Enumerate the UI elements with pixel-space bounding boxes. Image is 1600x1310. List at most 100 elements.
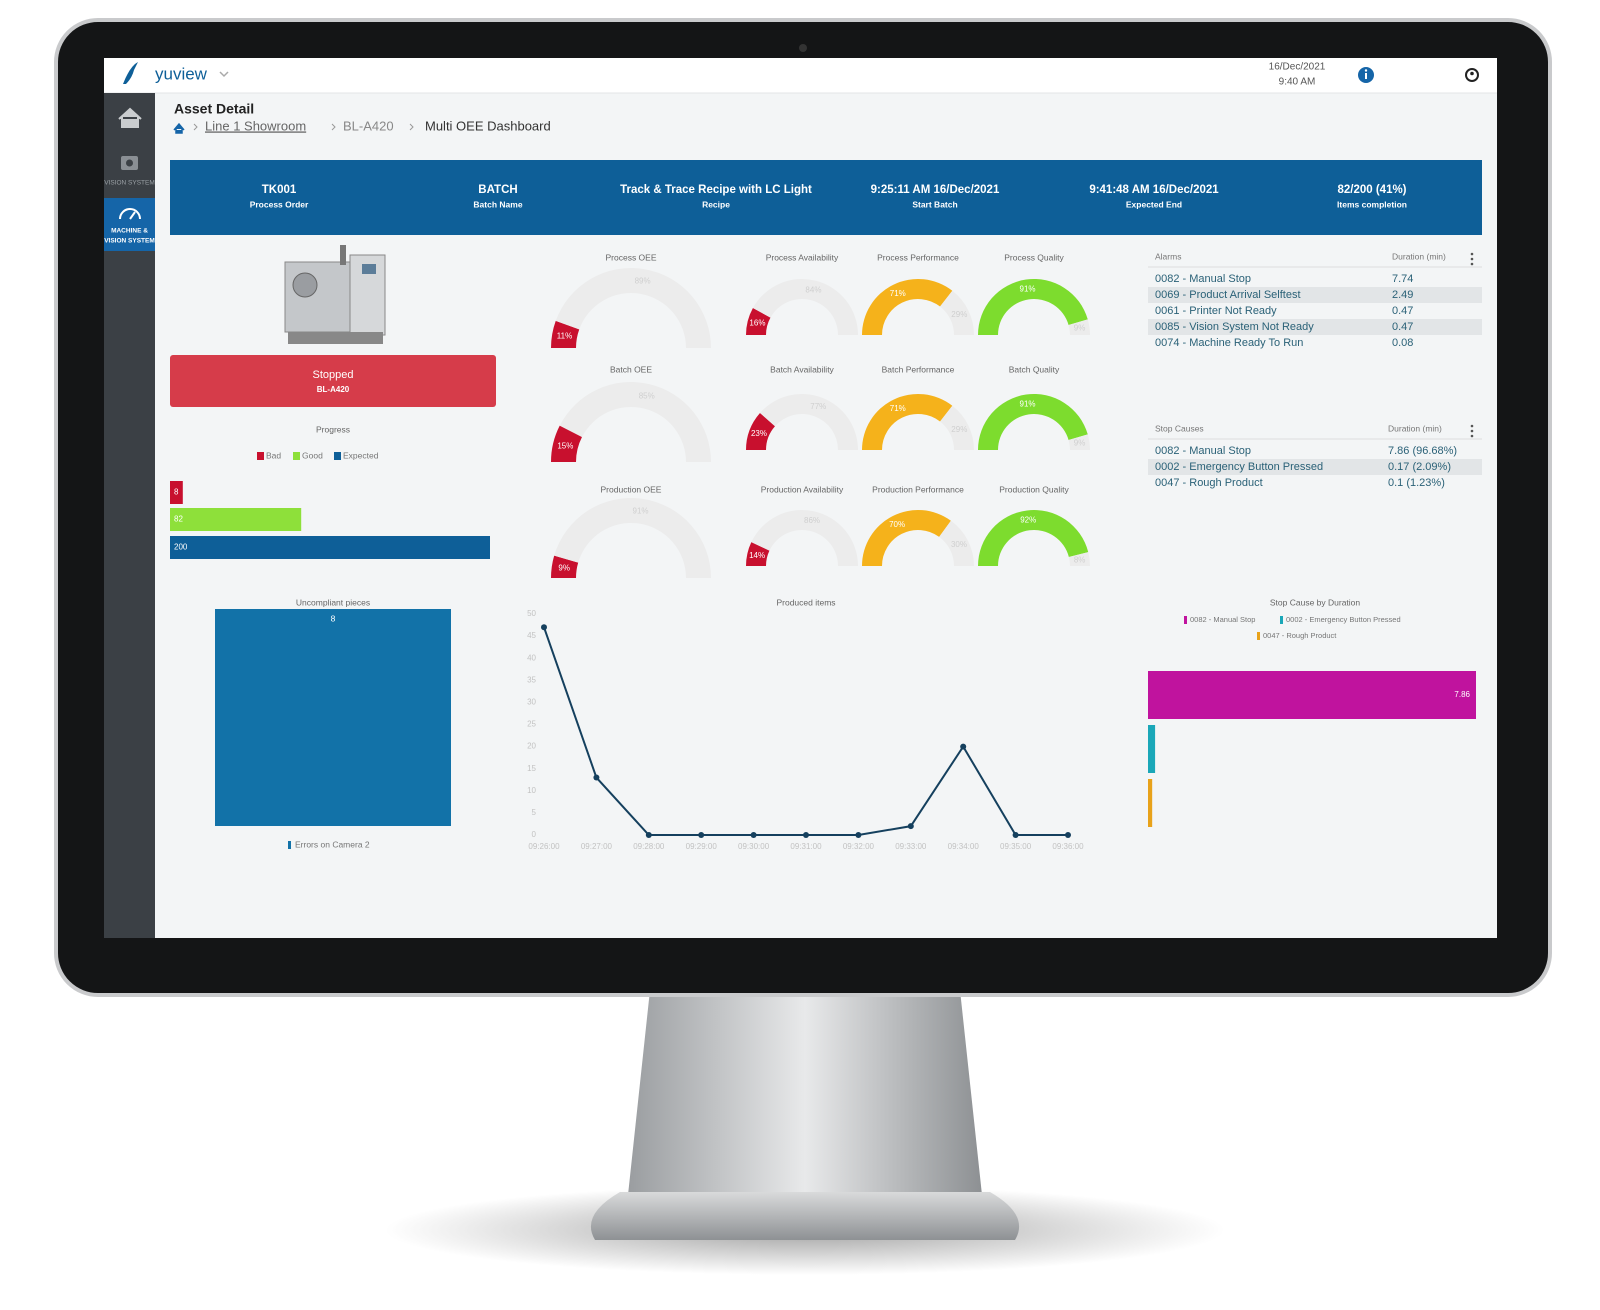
table-header: Duration (min) xyxy=(1392,251,1446,261)
active-nav[interactable] xyxy=(104,198,155,251)
batch-label: Expected End xyxy=(1126,199,1182,209)
gauge-value xyxy=(551,555,579,578)
gauge-label: 86% xyxy=(804,516,820,525)
status-state: Stopped xyxy=(313,369,354,381)
gauge-remainder xyxy=(554,498,711,578)
point xyxy=(1065,832,1071,838)
gauge-remainder xyxy=(1068,434,1090,450)
point xyxy=(698,832,705,838)
bar-label: 7.86 xyxy=(1454,690,1470,699)
batch-label: Recipe xyxy=(702,199,730,209)
gauge-label: 8% xyxy=(1074,555,1086,564)
gauge-label: 11% xyxy=(557,332,572,341)
batch-label: Batch Name xyxy=(473,199,522,209)
gauge-title: Batch OEE xyxy=(610,364,652,374)
nav-label[interactable]: VISION SYSTEM xyxy=(104,180,155,187)
y-tick-label: 35 xyxy=(527,675,536,684)
gauge-title: Process Performance xyxy=(877,252,959,262)
table-header: Stop Causes xyxy=(1155,423,1204,433)
gauge-remainder xyxy=(559,382,711,462)
point xyxy=(750,832,757,838)
gauge-value xyxy=(746,308,771,335)
gauge-remainder xyxy=(940,290,974,335)
legend-label: 0082 - Manual Stop xyxy=(1190,615,1255,624)
gauge-label: 84% xyxy=(805,286,821,295)
alarms-menu[interactable] xyxy=(1470,252,1474,266)
legend-label: Bad xyxy=(266,450,281,460)
batch-value: 82/200 (41%) xyxy=(1337,184,1406,196)
machine-image xyxy=(284,245,386,344)
gauge-label: 91% xyxy=(1020,285,1036,294)
breadcrumb-link[interactable]: BL-A420 xyxy=(343,118,394,133)
gauge-title: Production Quality xyxy=(999,484,1069,494)
batch-band xyxy=(170,160,1482,235)
gauge-value xyxy=(746,412,775,450)
y-tick-label: 10 xyxy=(527,786,536,795)
batch-label: Start Batch xyxy=(912,199,957,209)
x-tick-label: 09:28:00 xyxy=(633,842,665,851)
point xyxy=(907,823,914,830)
bar xyxy=(1148,671,1476,719)
vision-nav-lens xyxy=(126,159,133,167)
bar xyxy=(170,536,490,559)
bar xyxy=(170,508,302,531)
gauge-remainder xyxy=(759,394,858,450)
status-box xyxy=(170,355,496,407)
gauge-label: 16% xyxy=(749,319,765,328)
bar xyxy=(1148,725,1156,773)
batch-value: TK001 xyxy=(262,184,297,196)
breadcrumb-link[interactable]: Line 1 Showroom xyxy=(205,118,306,133)
gauge-label: 92% xyxy=(1020,515,1036,524)
x-tick-label: 09:31:00 xyxy=(790,842,822,851)
top-bar xyxy=(104,58,1497,93)
legend-swatch xyxy=(293,452,300,460)
table-cell: 0074 - Machine Ready To Run xyxy=(1155,337,1303,349)
table-row-band xyxy=(1148,287,1482,303)
table-cell: 0.47 xyxy=(1392,321,1413,333)
breadcrumb-current: Multi OEE Dashboard xyxy=(425,118,551,133)
logo-menu[interactable] xyxy=(219,71,229,78)
table-cell: 0069 - Product Arrival Selftest xyxy=(1155,289,1301,301)
gauge-remainder xyxy=(1068,552,1090,566)
logo-mark xyxy=(123,62,138,84)
table-cell: 0002 - Emergency Button Pressed xyxy=(1155,461,1323,473)
breadcrumb-home[interactable] xyxy=(173,122,185,134)
home-nav[interactable] xyxy=(118,107,142,128)
table-cell: 7.86 (96.68%) xyxy=(1388,445,1457,457)
gauge-remainder xyxy=(555,268,711,348)
user-button[interactable] xyxy=(1465,68,1479,82)
gauge-title: Process Availability xyxy=(766,252,839,262)
gauge-value xyxy=(862,394,953,450)
monitor: yuview 16/Dec/2021 9:40 AM VISION SYSTEM… xyxy=(54,18,1552,1275)
x-tick-label: 09:26:00 xyxy=(528,842,560,851)
y-tick-label: 15 xyxy=(527,764,536,773)
chart-title: Stop Cause by Duration xyxy=(1270,597,1361,607)
legend-label: Good xyxy=(302,450,323,460)
gauge-label: 89% xyxy=(635,277,651,286)
gauge-title: Production OEE xyxy=(601,484,662,494)
point xyxy=(593,774,600,781)
point xyxy=(541,624,547,631)
table-cell: 0082 - Manual Stop xyxy=(1155,273,1251,285)
batch-label: Process Order xyxy=(250,199,309,209)
table-cell: 0082 - Manual Stop xyxy=(1155,445,1251,457)
gauge-value xyxy=(978,510,1089,566)
x-tick-label: 09:30:00 xyxy=(738,842,770,851)
time: 9:40 AM xyxy=(1279,77,1316,88)
chart-title: Progress xyxy=(316,424,350,434)
gauge-label: 91% xyxy=(1020,400,1036,409)
y-tick-label: 30 xyxy=(527,698,536,707)
gauge-value xyxy=(551,425,582,462)
y-tick-label: 0 xyxy=(532,830,537,839)
legend-label: Errors on Camera 2 xyxy=(295,839,370,849)
point xyxy=(803,832,809,838)
nav-label[interactable]: VISION SYSTEM xyxy=(104,238,155,245)
nav-label[interactable]: MACHINE & xyxy=(111,228,148,235)
gauge-title: Batch Performance xyxy=(882,364,955,374)
table-cell: 7.74 xyxy=(1392,273,1413,285)
table-row-band xyxy=(1148,319,1482,335)
stop-causes-menu[interactable] xyxy=(1470,424,1474,438)
point xyxy=(960,743,967,750)
